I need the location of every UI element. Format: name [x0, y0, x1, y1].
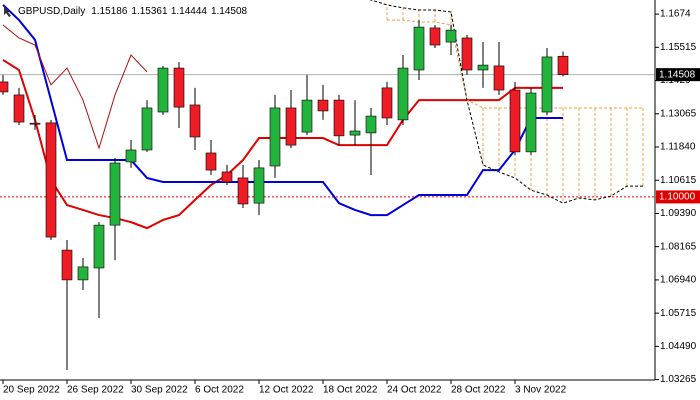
- x-tick-label: 26 Sep 2022: [67, 385, 124, 396]
- candle-body: [221, 171, 233, 183]
- candle-body: [413, 26, 425, 71]
- x-tick-label: 20 Sep 2022: [3, 385, 60, 396]
- candle-body: [109, 162, 121, 226]
- y-tick-label: 1.08165: [660, 241, 697, 252]
- level-label: 1.10000: [659, 192, 696, 203]
- x-tick-label: 6 Oct 2022: [195, 385, 244, 396]
- chart-title: GBPUSD,Daily: [18, 6, 85, 17]
- candle-body: [365, 115, 377, 134]
- candle-body: [45, 122, 57, 238]
- y-tick-label: 1.10615: [660, 175, 697, 186]
- candle-body: [493, 65, 505, 91]
- x-tick-label: 24 Oct 2022: [387, 385, 442, 396]
- current-price-box: [656, 68, 700, 82]
- candle-body: [125, 149, 137, 163]
- candle-body: [317, 99, 329, 112]
- x-tick-label: 30 Sep 2022: [131, 385, 188, 396]
- candle-body: [349, 130, 361, 136]
- y-tick-label: 1.11840: [660, 142, 696, 153]
- close-value: 1.14508: [211, 6, 248, 17]
- candle-body: [93, 224, 105, 269]
- y-tick-label: 1.15515: [660, 42, 697, 53]
- y-tick-label: 1.09390: [660, 208, 697, 219]
- y-tick-label: 1.13065: [660, 108, 697, 119]
- candle-body: [477, 64, 489, 71]
- candle-body: [269, 107, 281, 167]
- high-value: 1.15361: [131, 6, 168, 17]
- candle-body: [333, 99, 345, 137]
- candle-body: [381, 87, 393, 119]
- indicator-line: [2, 24, 148, 150]
- y-tick-label: 1.06940: [660, 275, 697, 286]
- candle-body: [141, 107, 153, 151]
- indicator-line: [369, 0, 643, 204]
- candle-body: [285, 107, 297, 146]
- candle-body: [525, 92, 537, 153]
- y-tick-label: 1.1674: [660, 9, 691, 20]
- candle-body: [557, 55, 569, 75]
- candle-body: [173, 67, 185, 108]
- candle-body: [237, 177, 249, 205]
- x-tick-label: 12 Oct 2022: [259, 385, 314, 396]
- candle-body: [29, 122, 41, 125]
- x-tick-label: 28 Oct 2022: [451, 385, 506, 396]
- candle-body: [397, 67, 409, 121]
- y-tick-label: 1.03265: [660, 374, 697, 385]
- candle-body: [461, 37, 473, 71]
- chart-header: GBPUSD,Daily 1.15186 1.15361 1.14444 1.14508: [18, 6, 248, 17]
- current-price-label: 1.14508: [659, 69, 696, 80]
- x-tick-label: 3 Nov 2022: [515, 385, 567, 396]
- candle-body: [0, 81, 9, 93]
- candle-body: [301, 99, 313, 133]
- candle-body: [445, 29, 457, 43]
- y-tick-label: 1.05715: [660, 308, 697, 319]
- plot-area: [0, 0, 655, 370]
- open-value: 1.15186: [91, 6, 128, 17]
- indicator-line: [2, 4, 563, 217]
- candle-body: [13, 94, 25, 123]
- candle-body: [429, 27, 441, 46]
- y-tick-label: 1.04490: [660, 341, 697, 352]
- low-value: 1.14444: [171, 6, 208, 17]
- level-box: [656, 190, 700, 204]
- x-tick-label: 18 Oct 2022: [323, 385, 378, 396]
- candle-body: [77, 266, 89, 281]
- candle-body: [205, 152, 217, 171]
- candle-body: [541, 56, 553, 113]
- indicator-line: [2, 59, 563, 230]
- candle-body: [509, 89, 521, 153]
- chart-icon: [4, 6, 11, 17]
- candle-body: [157, 67, 169, 113]
- candle-body: [61, 249, 73, 281]
- candle-body: [189, 104, 201, 138]
- candle-body: [253, 167, 265, 204]
